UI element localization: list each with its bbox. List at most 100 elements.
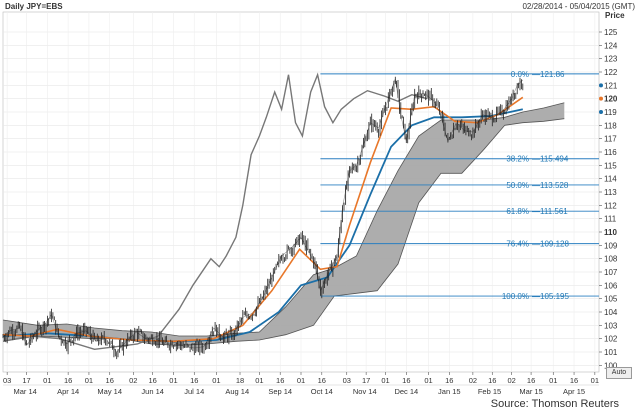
y-tick-label: 110 [604,228,617,237]
fib-value: —105.195 [532,292,569,301]
x-tick-label: 03 [3,376,11,385]
y-tick-label: 125 [604,28,618,37]
x-month-label: Jun 14 [141,387,164,396]
y-tick-label: 111 [604,215,617,224]
x-tick-label: 16 [402,376,410,385]
lagging-line [2,72,428,351]
x-tick-label: 02 [129,376,137,385]
y-tick-label: 122 [604,68,618,77]
x-tick-label: 16 [488,376,496,385]
x-tick-label: 02 [469,376,477,385]
y-tick-label: 114 [604,175,617,184]
fib-label: 50.0% [506,181,529,190]
x-tick-label: 01 [424,376,432,385]
x-month-label: Aug 14 [225,387,249,396]
x-tick-label: 01 [591,376,599,385]
x-tick-label: 01 [381,376,389,385]
x-month-label: Jul 14 [184,387,204,396]
x-tick-label: 02 [508,376,516,385]
x-tick-label: 01 [212,376,220,385]
x-month-label: Mar 14 [14,387,37,396]
y-tick-label: 107 [604,268,618,277]
x-tick-label: 18 [236,376,244,385]
auto-scale-button[interactable]: Auto [606,367,632,379]
x-tick-label: 16 [570,376,578,385]
x-month-label: Mar 15 [519,387,542,396]
price-marker-dot [599,110,603,114]
y-axis-label: Price [605,11,625,20]
price-bars [2,76,524,360]
y-tick-label: 105 [604,295,618,304]
fib-value: —115.494 [532,155,569,164]
x-month-label: Sep 14 [268,387,292,396]
y-tick-label: 118 [604,121,617,130]
x-axis: 03 17 01 16 01 16 02 16 01 16 01 18 01 16 01 16 03 17 01 16… [3,372,599,396]
orange-ma-line [2,96,524,343]
y-tick-label: 103 [604,321,618,330]
price-marker-dot [599,83,603,88]
x-month-label: May 14 [97,387,122,396]
y-tick-label: 102 [604,335,618,344]
x-tick-label: 17 [362,376,370,385]
price-marker-dot [599,96,603,101]
y-tick-label: 108 [604,255,618,264]
x-tick-label: 16 [276,376,284,385]
y-tick-label: 113 [604,188,617,197]
y-tick-label: 124 [604,41,618,50]
y-tick-label: 112 [604,201,617,210]
x-tick-label: 01 [85,376,93,385]
fib-value: —111.561 [532,207,568,216]
y-tick-label: 106 [604,281,618,290]
fib-label: 76.4% [506,240,529,249]
series-lines [2,72,524,351]
y-tick-label: 109 [604,241,618,250]
x-month-label: Oct 14 [311,387,333,396]
y-tick-label: 116 [604,148,617,157]
x-tick-label: 01 [549,376,557,385]
x-tick-label: 17 [22,376,30,385]
x-tick-label: 16 [106,376,114,385]
y-tick-label: 120 [604,95,618,104]
x-tick-label: 01 [43,376,51,385]
fib-label: 61.8% [506,207,529,216]
y-axis: 100 101 102 103 104 105 106 107 108 109 110 111 112 1… [599,28,618,370]
fib-label: 38.2% [506,155,529,164]
fibonacci-levels: 0.0% —121.86 38.2% —115.494 50.0% —113.528 61.… [320,70,599,301]
cloud-area [3,102,565,346]
fib-value: —109.128 [532,240,569,249]
x-tick-label: 03 [343,376,351,385]
fib-label: 0.0% [511,70,529,79]
x-month-label: Jan 15 [438,387,461,396]
x-month-label: Dec 14 [394,387,418,396]
chart-title: Daily JPY=EBS [5,2,63,11]
fib-value: —113.528 [532,181,569,190]
y-tick-label: 101 [604,348,618,357]
x-tick-label: 01 [297,376,305,385]
x-month-label: Apr 15 [563,387,585,396]
date-range: 02/28/2014 - 05/04/2015 (GMT) [522,2,635,11]
x-month-label: Nov 14 [353,387,377,396]
x-tick-label: 16 [445,376,453,385]
x-month-label: Apr 14 [57,387,79,396]
x-tick-label: 16 [190,376,198,385]
x-month-label: Feb 15 [478,387,501,396]
price-close-line [2,78,524,353]
cloud-upper-line [2,102,565,337]
fib-value: —121.86 [532,70,565,79]
x-tick-label: 16 [318,376,326,385]
x-tick-label: 16 [527,376,535,385]
x-tick-label: 01 [169,376,177,385]
y-tick-label: 123 [604,55,618,64]
y-tick-label: 115 [604,161,617,170]
y-tick-label: 121 [604,81,618,90]
x-tick-label: 16 [149,376,157,385]
fib-label: 100.0% [502,292,529,301]
grid [3,12,599,372]
source-credit: Source: Thomson Reuters [490,398,619,410]
y-tick-label: 119 [604,108,617,117]
y-tick-label: 100 [604,361,618,370]
y-tick-label: 104 [604,308,618,317]
x-tick-label: 16 [64,376,72,385]
